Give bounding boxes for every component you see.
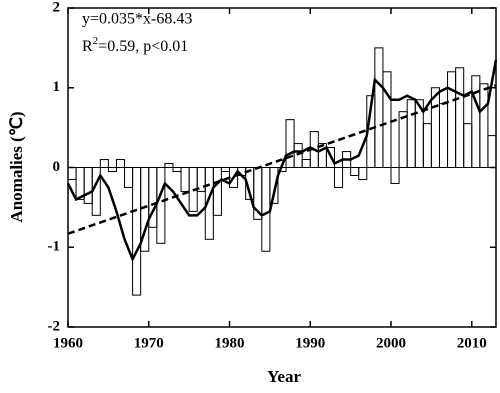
bar (132, 167, 142, 296)
bar (301, 159, 311, 168)
y-axis-label: Anomalies (℃) (7, 111, 26, 222)
bar (107, 167, 117, 172)
bar (293, 143, 303, 168)
bar (164, 163, 174, 168)
bar (67, 167, 77, 180)
annotation: R2=0.59, p<0.01 (82, 35, 188, 55)
bar (172, 167, 182, 172)
bar (220, 167, 231, 172)
bar (487, 135, 497, 169)
bar (261, 167, 271, 252)
y-tick-label: 2 (53, 0, 61, 15)
bar (406, 99, 416, 168)
annotation-part: =0.59, p<0.01 (98, 38, 188, 55)
bar (374, 47, 384, 168)
x-tick-label: 1970 (134, 335, 164, 351)
bar (285, 119, 295, 168)
bar (479, 83, 489, 168)
bar (422, 123, 432, 168)
bar (156, 167, 166, 244)
bar (325, 147, 335, 168)
x-tick-label: 1990 (295, 335, 325, 351)
y-tick-label: 0 (53, 159, 61, 175)
bar (447, 71, 457, 168)
bar (471, 75, 481, 168)
bar (463, 123, 473, 168)
x-tick-label: 2000 (376, 335, 406, 351)
y-tick-label: -2 (48, 318, 61, 334)
x-tick-label: 1980 (215, 335, 245, 351)
bar (358, 167, 368, 180)
bar (350, 167, 360, 176)
bar (75, 167, 85, 200)
bar (124, 167, 134, 188)
bar (83, 167, 93, 204)
bar (269, 167, 279, 204)
x-tick-label: 2010 (457, 335, 487, 351)
bar (382, 71, 392, 168)
bar (455, 67, 465, 168)
bar (99, 159, 109, 168)
bar (390, 167, 400, 184)
bar (398, 111, 408, 169)
trend-line (67, 84, 497, 235)
y-tick-label: 1 (53, 79, 61, 95)
bar (212, 167, 222, 216)
bar (115, 159, 126, 168)
y-tick-label: -1 (48, 239, 61, 255)
bar (180, 167, 190, 192)
annotation: y=0.035*x-68.43 (82, 11, 192, 28)
bar (438, 103, 449, 168)
bar (333, 167, 344, 188)
x-axis-label: Year (267, 367, 301, 386)
annotation-part: R (82, 38, 93, 55)
annotation-part: 2 (93, 35, 99, 47)
x-tick-label: 1960 (53, 335, 83, 351)
